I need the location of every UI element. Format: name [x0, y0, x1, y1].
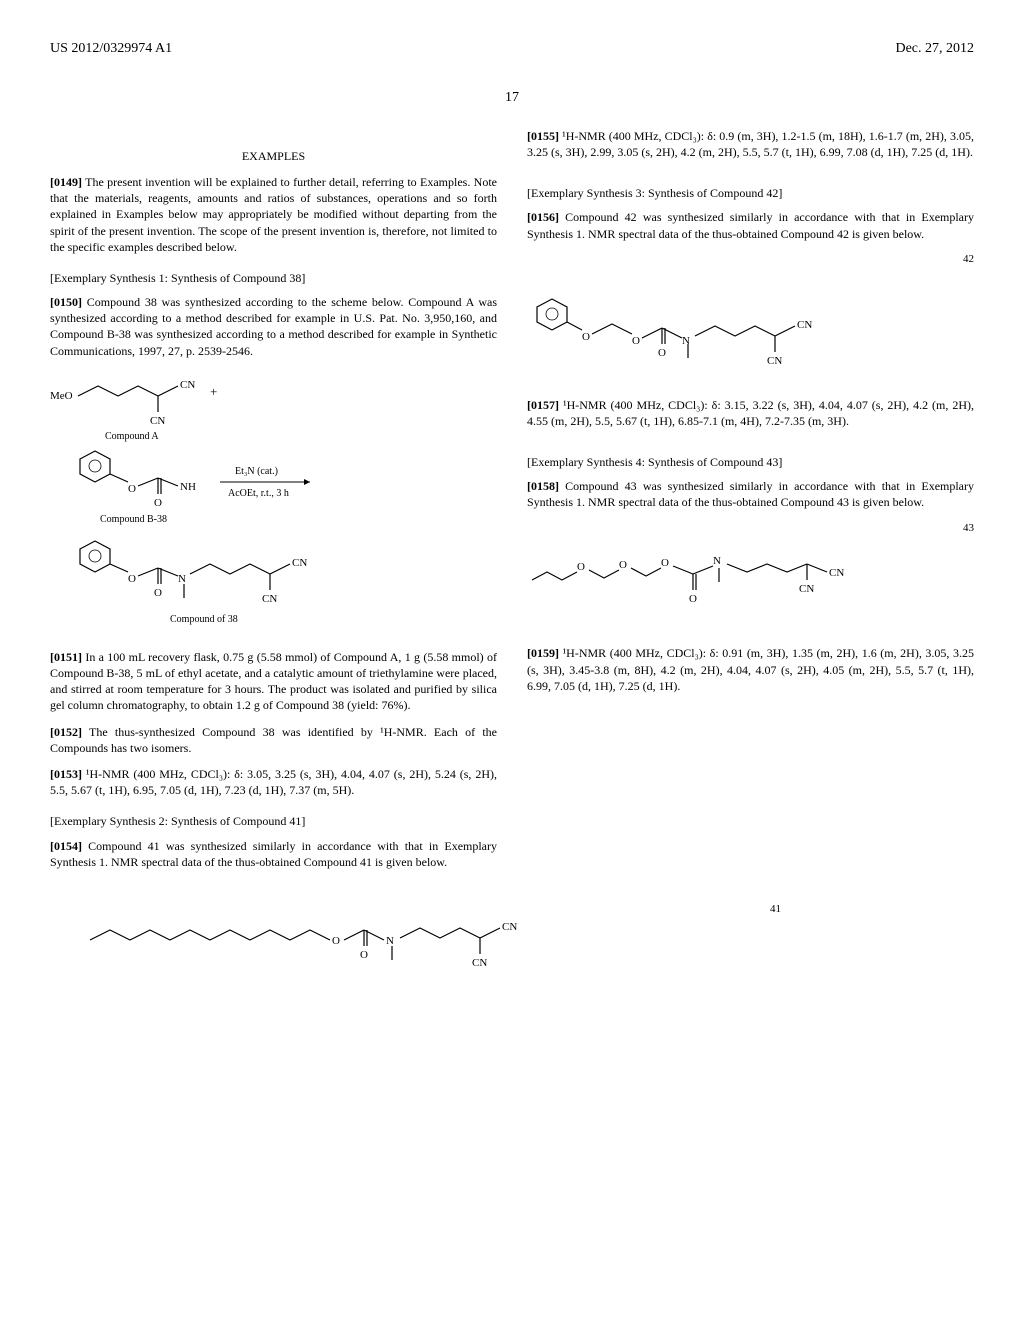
cn-label: CN	[767, 355, 782, 367]
para-num: [0158]	[527, 479, 559, 493]
n-label: N	[386, 935, 394, 947]
reagent-label: Et₃N (cat.)	[235, 466, 278, 477]
compound-41-structure: 41 O O N CN CN	[50, 900, 974, 984]
n-label: N	[713, 555, 721, 567]
n-label: N	[178, 573, 186, 585]
para-text: In a 100 mL recovery flask, 0.75 g (5.58…	[50, 650, 497, 713]
para-num: [0153]	[50, 767, 82, 781]
o-label: O	[632, 335, 640, 347]
o-label: O	[154, 587, 162, 599]
o-label: O	[577, 561, 585, 573]
structure-svg: O O O N CN CN	[527, 282, 947, 372]
synthesis-2-heading: [Exemplary Synthesis 2: Synthesis of Com…	[50, 813, 497, 829]
paragraph-0156: [0156] Compound 42 was synthesized simil…	[527, 209, 974, 241]
para-num: [0150]	[50, 295, 82, 309]
para-text: Compound 42 was synthesized similarly in…	[527, 210, 974, 240]
meo-label: MeO	[50, 390, 73, 402]
paragraph-0151: [0151] In a 100 mL recovery flask, 0.75 …	[50, 649, 497, 714]
para-num: [0157]	[527, 398, 559, 412]
cn-label: CN	[799, 583, 814, 595]
structure-svg: O O O O N CN CN	[527, 550, 947, 620]
scheme-svg: MeO CN CN + Compound A O O NH Compou	[50, 374, 470, 634]
cn-label: CN	[829, 567, 844, 579]
para-num: [0155]	[527, 129, 559, 143]
o-label: O	[128, 483, 136, 495]
nmr-text: ¹H-NMR (400 MHz, CDCl₃): δ: 3.15, 3.22 (…	[527, 398, 974, 428]
left-column: EXAMPLES [0149] The present invention wi…	[50, 128, 497, 880]
synthesis-4-heading: [Exemplary Synthesis 4: Synthesis of Com…	[527, 454, 974, 470]
nmr-text: ¹H-NMR (400 MHz, CDCl₃): δ: 0.91 (m, 3H)…	[527, 646, 974, 692]
compound-43-structure: O O O O N CN CN	[527, 550, 974, 620]
paragraph-0152: [0152] The thus-synthesized Compound 38 …	[50, 724, 497, 756]
o-label: O	[154, 497, 162, 509]
paragraph-0158: [0158] Compound 43 was synthesized simil…	[527, 478, 974, 510]
paragraph-0159: [0159] ¹H-NMR (400 MHz, CDCl₃): δ: 0.91 …	[527, 645, 974, 694]
cn-label: CN	[180, 379, 195, 391]
page-number: 17	[50, 89, 974, 108]
two-column-body: EXAMPLES [0149] The present invention wi…	[50, 128, 974, 880]
o-label: O	[661, 557, 669, 569]
para-num: [0151]	[50, 650, 82, 664]
para-num: [0159]	[527, 646, 559, 660]
synthesis-1-heading: [Exemplary Synthesis 1: Synthesis of Com…	[50, 270, 497, 286]
patent-date: Dec. 27, 2012	[895, 40, 974, 59]
compound-43-number: 43	[527, 521, 974, 536]
para-num: [0149]	[50, 175, 82, 189]
paragraph-0155: [0155] ¹H-NMR (400 MHz, CDCl₃): δ: 0.9 (…	[527, 128, 974, 160]
structure-svg: 41 O O N CN CN	[50, 900, 950, 980]
cn-label: CN	[292, 557, 307, 569]
paragraph-0154: [0154] Compound 41 was synthesized simil…	[50, 838, 497, 870]
o-label: O	[689, 593, 697, 605]
synthesis-3-heading: [Exemplary Synthesis 3: Synthesis of Com…	[527, 185, 974, 201]
page-header: US 2012/0329974 A1 Dec. 27, 2012	[50, 40, 974, 59]
cn-label: CN	[262, 593, 277, 605]
paragraph-0149: [0149] The present invention will be exp…	[50, 174, 497, 255]
cn-label: CN	[472, 957, 487, 969]
o-label: O	[619, 559, 627, 571]
o-label: O	[658, 347, 666, 359]
scheme-compound-38: MeO CN CN + Compound A O O NH Compou	[50, 374, 497, 634]
compound-a-label: Compound A	[105, 431, 159, 442]
para-text: Compound 38 was synthesized according to…	[50, 295, 497, 358]
compound-38-label: Compound of 38	[170, 614, 238, 625]
para-text: Compound 41 was synthesized similarly in…	[50, 839, 497, 869]
paragraph-0150: [0150] Compound 38 was synthesized accor…	[50, 294, 497, 359]
conditions-label: AcOEt, r.t., 3 h	[228, 488, 289, 499]
o-label: O	[360, 949, 368, 961]
para-text: The present invention will be explained …	[50, 175, 497, 254]
nmr-text: ¹H-NMR (400 MHz, CDCl₃): δ: 3.05, 3.25 (…	[50, 767, 497, 797]
para-text: The thus-synthesized Compound 38 was ide…	[50, 725, 497, 755]
para-text: Compound 43 was synthesized similarly in…	[527, 479, 974, 509]
examples-heading: EXAMPLES	[50, 148, 497, 164]
right-column: [0155] ¹H-NMR (400 MHz, CDCl₃): δ: 0.9 (…	[527, 128, 974, 880]
patent-number: US 2012/0329974 A1	[50, 40, 172, 59]
nh-label: NH	[180, 481, 196, 493]
o-label: O	[128, 573, 136, 585]
paragraph-0153: [0153] ¹H-NMR (400 MHz, CDCl₃): δ: 3.05,…	[50, 766, 497, 798]
nmr-text: ¹H-NMR (400 MHz, CDCl₃): δ: 0.9 (m, 3H),…	[527, 129, 974, 159]
o-label: O	[582, 331, 590, 343]
paragraph-0157: [0157] ¹H-NMR (400 MHz, CDCl₃): δ: 3.15,…	[527, 397, 974, 429]
cn-label: CN	[797, 319, 812, 331]
para-num: [0156]	[527, 210, 559, 224]
para-num: [0152]	[50, 725, 82, 739]
plus-sign: +	[210, 384, 217, 399]
compound-42-number: 42	[527, 252, 974, 267]
compound-41-number: 41	[770, 903, 781, 915]
compound-42-structure: O O O N CN CN	[527, 282, 974, 372]
cn-label: CN	[502, 921, 517, 933]
o-label: O	[332, 935, 340, 947]
para-num: [0154]	[50, 839, 82, 853]
compound-b38-label: Compound B-38	[100, 514, 167, 525]
cn-label: CN	[150, 415, 165, 427]
n-label: N	[682, 335, 690, 347]
